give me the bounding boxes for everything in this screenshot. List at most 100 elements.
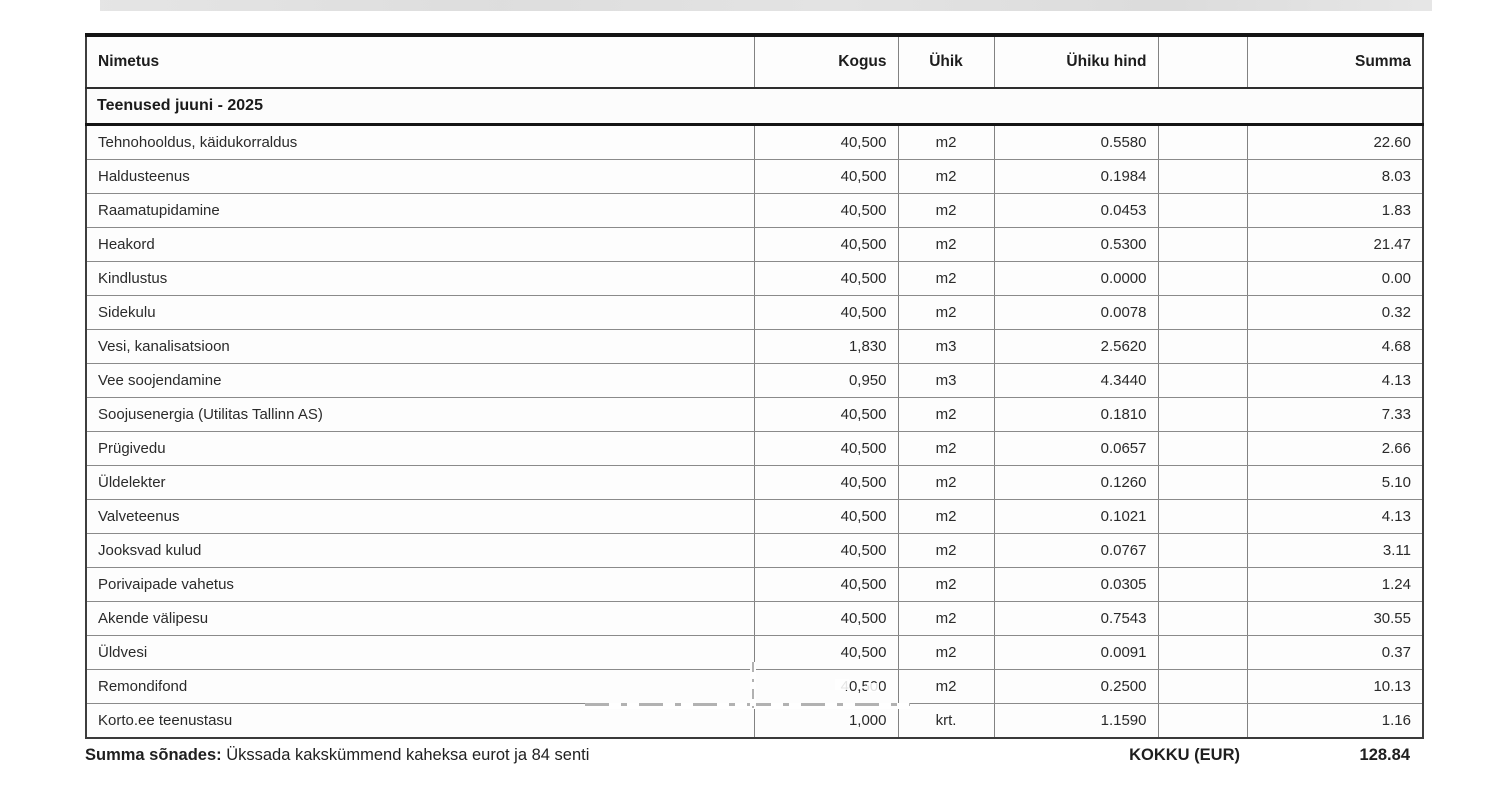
column-header-uhik: Ühik (897, 35, 994, 89)
row-nimetus-cell: Remondifond (86, 669, 754, 704)
section-header-label: Teenused juuni - 2025 (86, 88, 1423, 126)
table-row: Raamatupidamine 40,500 m2 0.0453 1.83 (86, 193, 1423, 228)
row-nimetus-cell: Raamatupidamine (86, 193, 754, 228)
row-uhiku-hind-cell: 4.3440 (993, 363, 1158, 398)
row-summa-cell: 21.47 (1246, 227, 1423, 262)
row-uhik-cell: m2 (897, 499, 994, 534)
row-blank-cell (1157, 261, 1247, 296)
scan-edge-band (100, 0, 1432, 11)
row-summa-cell: 8.03 (1246, 159, 1423, 194)
row-nimetus-cell: Prügivedu (86, 431, 754, 466)
row-kogus-cell: 40,500 (753, 601, 898, 636)
amount-in-words-text: Ükssada kakskümmend kaheksa eurot ja 84 … (226, 746, 590, 764)
totals-footer: Summa sõnades: Ükssada kakskümmend kahek… (85, 746, 1422, 770)
row-uhiku-hind-cell: 0.5300 (993, 227, 1158, 262)
total-label: KOKKU (EUR) (1129, 746, 1240, 764)
column-header-kogus: Kogus (753, 35, 898, 89)
row-uhiku-hind-cell: 0.1810 (993, 397, 1158, 432)
section-header-row: Teenused juuni - 2025 (86, 88, 1423, 126)
table-row: Jooksvad kulud 40,500 m2 0.0767 3.11 (86, 533, 1423, 568)
column-header-summa: Summa (1246, 35, 1423, 89)
row-blank-cell (1157, 635, 1247, 670)
row-kogus-cell: 40,500 (753, 124, 898, 160)
row-nimetus-cell: Kindlustus (86, 261, 754, 296)
row-kogus-cell: 40,500 (753, 465, 898, 500)
row-nimetus-cell: Akende välipesu (86, 601, 754, 636)
table-row: Kindlustus 40,500 m2 0.0000 0.00 (86, 261, 1423, 296)
row-blank-cell (1157, 397, 1247, 432)
row-uhiku-hind-cell: 0.0453 (993, 193, 1158, 228)
row-uhik-cell: m2 (897, 295, 994, 330)
row-nimetus-cell: Vesi, kanalisatsioon (86, 329, 754, 364)
row-summa-cell: 4.13 (1246, 363, 1423, 398)
row-summa-cell: 4.68 (1246, 329, 1423, 364)
row-uhik-cell: m2 (897, 635, 994, 670)
table-row: Üldelekter 40,500 m2 0.1260 5.10 (86, 465, 1423, 500)
row-uhiku-hind-cell: 0.0657 (993, 431, 1158, 466)
table-row: Prügivedu 40,500 m2 0.0657 2.66 (86, 431, 1423, 466)
row-kogus-cell: 40,500 (753, 669, 898, 704)
table-row: Tehnohooldus, käidukorraldus 40,500 m2 0… (86, 124, 1423, 160)
row-uhik-cell: m2 (897, 431, 994, 466)
row-uhiku-hind-cell: 0.5580 (993, 124, 1158, 160)
row-uhiku-hind-cell: 0.2500 (993, 669, 1158, 704)
row-summa-cell: 2.66 (1246, 431, 1423, 466)
row-uhik-cell: m2 (897, 124, 994, 160)
row-blank-cell (1157, 124, 1247, 160)
invoice-table-wrap: Nimetus Kogus Ühik Ühiku hind Summa Teen… (85, 33, 1424, 739)
row-blank-cell (1157, 295, 1247, 330)
row-nimetus-cell: Porivaipade vahetus (86, 567, 754, 602)
row-uhiku-hind-cell: 0.1260 (993, 465, 1158, 500)
row-nimetus-cell: Üldvesi (86, 635, 754, 670)
row-uhik-cell: m2 (897, 159, 994, 194)
row-summa-cell: 1.83 (1246, 193, 1423, 228)
amount-in-words: Summa sõnades: Ükssada kakskümmend kahek… (85, 746, 589, 765)
row-blank-cell (1157, 499, 1247, 534)
row-summa-cell: 0.00 (1246, 261, 1423, 296)
row-uhik-cell: m2 (897, 227, 994, 262)
row-uhiku-hind-cell: 0.0078 (993, 295, 1158, 330)
row-uhik-cell: m2 (897, 465, 994, 500)
table-row: Vesi, kanalisatsioon 1,830 m3 2.5620 4.6… (86, 329, 1423, 364)
row-kogus-cell: 40,500 (753, 159, 898, 194)
invoice-table: Nimetus Kogus Ühik Ühiku hind Summa Teen… (85, 33, 1424, 739)
row-uhiku-hind-cell: 0.1984 (993, 159, 1158, 194)
row-kogus-cell: 40,500 (753, 635, 898, 670)
row-summa-cell: 4.13 (1246, 499, 1423, 534)
row-uhik-cell: m2 (897, 601, 994, 636)
table-row: Haldusteenus 40,500 m2 0.1984 8.03 (86, 159, 1423, 194)
row-uhiku-hind-cell: 0.1021 (993, 499, 1158, 534)
total-value: 128.84 (1359, 746, 1410, 764)
row-summa-cell: 1.16 (1246, 703, 1423, 738)
row-uhik-cell: m2 (897, 397, 994, 432)
header-row: Nimetus Kogus Ühik Ühiku hind Summa (86, 35, 1423, 89)
row-blank-cell (1157, 227, 1247, 262)
row-nimetus-cell: Soojusenergia (Utilitas Tallinn AS) (86, 397, 754, 432)
row-blank-cell (1157, 669, 1247, 704)
table-row: Remondifond 40,500 m2 0.2500 10.13 (86, 669, 1423, 704)
row-kogus-cell: 40,500 (753, 533, 898, 568)
row-summa-cell: 0.32 (1246, 295, 1423, 330)
row-kogus-cell: 0,950 (753, 363, 898, 398)
row-nimetus-cell: Üldelekter (86, 465, 754, 500)
row-blank-cell (1157, 601, 1247, 636)
row-blank-cell (1157, 465, 1247, 500)
row-uhik-cell: m2 (897, 193, 994, 228)
row-uhik-cell: m3 (897, 329, 994, 364)
row-kogus-cell: 40,500 (753, 397, 898, 432)
row-summa-cell: 1.24 (1246, 567, 1423, 602)
table-row: Porivaipade vahetus 40,500 m2 0.0305 1.2… (86, 567, 1423, 602)
table-row: Valveteenus 40,500 m2 0.1021 4.13 (86, 499, 1423, 534)
row-summa-cell: 5.10 (1246, 465, 1423, 500)
row-kogus-cell: 1,830 (753, 329, 898, 364)
row-nimetus-cell: Tehnohooldus, käidukorraldus (86, 124, 754, 160)
row-kogus-cell: 40,500 (753, 567, 898, 602)
table-row: Heakord 40,500 m2 0.5300 21.47 (86, 227, 1423, 262)
column-header-nimetus: Nimetus (86, 35, 754, 89)
row-blank-cell (1157, 533, 1247, 568)
row-uhiku-hind-cell: 2.5620 (993, 329, 1158, 364)
row-summa-cell: 30.55 (1246, 601, 1423, 636)
row-nimetus-cell: Heakord (86, 227, 754, 262)
row-kogus-cell: 40,500 (753, 261, 898, 296)
row-summa-cell: 7.33 (1246, 397, 1423, 432)
